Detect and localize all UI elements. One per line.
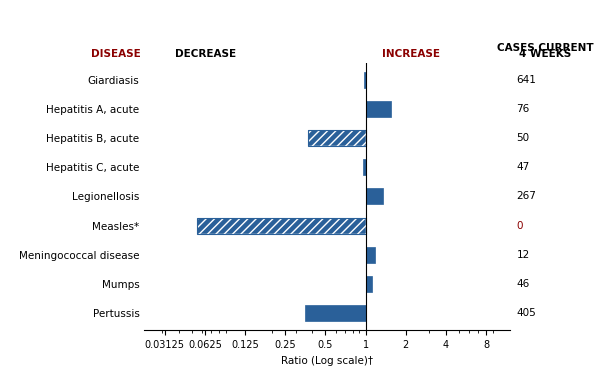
Bar xyxy=(198,217,365,233)
Bar xyxy=(365,276,372,292)
Text: 47: 47 xyxy=(516,162,530,172)
Text: 4 WEEKS: 4 WEEKS xyxy=(519,48,572,59)
Text: 405: 405 xyxy=(516,308,536,318)
X-axis label: Ratio (Log scale)†: Ratio (Log scale)† xyxy=(281,356,373,366)
Bar xyxy=(363,160,365,176)
Bar xyxy=(365,247,375,263)
Text: 641: 641 xyxy=(516,75,537,85)
Text: INCREASE: INCREASE xyxy=(383,48,440,59)
Bar xyxy=(305,305,365,321)
Bar xyxy=(363,72,365,88)
Bar xyxy=(308,130,365,146)
Bar xyxy=(365,101,391,117)
Text: 0: 0 xyxy=(516,221,523,231)
Text: DISEASE: DISEASE xyxy=(91,48,141,59)
Bar xyxy=(365,188,383,204)
Bar xyxy=(198,217,365,233)
Text: 50: 50 xyxy=(516,133,530,143)
Text: 12: 12 xyxy=(516,250,530,260)
Text: 76: 76 xyxy=(516,104,530,114)
Text: DECREASE: DECREASE xyxy=(175,48,236,59)
Text: CASES CURRENT: CASES CURRENT xyxy=(497,43,594,53)
Text: 46: 46 xyxy=(516,279,530,289)
Bar xyxy=(308,130,365,146)
Text: 267: 267 xyxy=(516,192,537,201)
